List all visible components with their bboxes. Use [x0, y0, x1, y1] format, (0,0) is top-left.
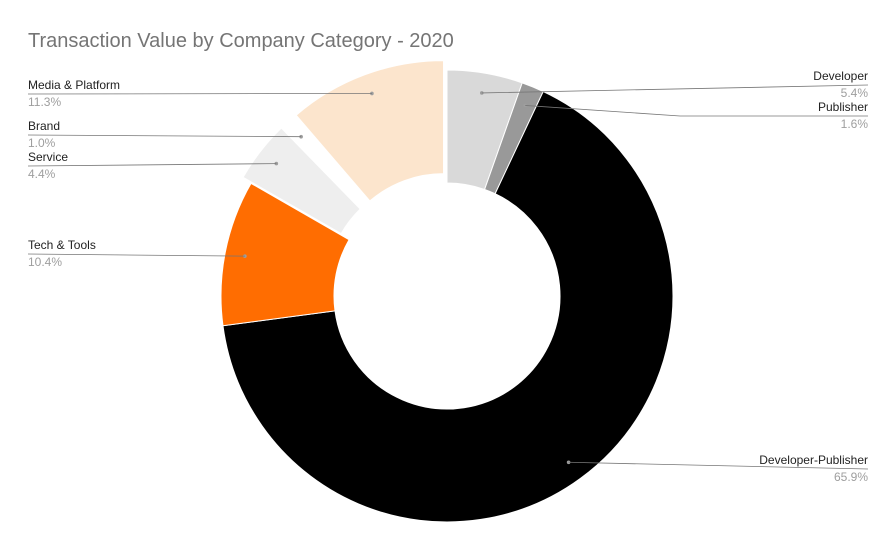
- label-value-brand: 1.0%: [28, 136, 56, 150]
- slice-tech-and-tools[interactable]: [220, 182, 350, 327]
- label-value-developer-publisher: 65.9%: [834, 470, 868, 484]
- label-name-tech-and-tools: Tech & Tools: [28, 238, 96, 252]
- label-value-publisher: 1.6%: [841, 117, 869, 131]
- leader-line-developer-publisher: [568, 461, 869, 470]
- label-value-tech-and-tools: 10.4%: [28, 255, 62, 269]
- leader-lines-group: [27, 84, 869, 470]
- label-value-service: 4.4%: [28, 167, 56, 181]
- label-name-developer-publisher: Developer-Publisher: [759, 453, 868, 467]
- label-name-service: Service: [28, 150, 68, 164]
- leader-line-developer: [481, 84, 869, 94]
- leader-dot-service: [274, 161, 279, 166]
- chart-title: Transaction Value by Company Category - …: [28, 30, 454, 52]
- label-name-media-and-platform: Media & Platform: [28, 78, 120, 92]
- leader-line-media-and-platform: [27, 93, 372, 95]
- slice-service[interactable]: [242, 127, 361, 235]
- slice-brand[interactable]: [281, 116, 368, 209]
- leader-line-publisher: [525, 105, 868, 117]
- leader-line-tech-and-tools: [27, 253, 245, 257]
- label-value-developer: 5.4%: [841, 86, 869, 100]
- leader-line-service: [27, 163, 277, 167]
- slice-media-and-platform[interactable]: [295, 60, 445, 202]
- leader-line-brand: [27, 134, 302, 138]
- labels-group: Developer 5.4%Publisher 1.6% Developer-Publ…: [28, 69, 868, 484]
- label-value-media-and-platform: 11.3%: [28, 95, 61, 109]
- slice-developer-publisher[interactable]: [222, 90, 674, 523]
- label-name-publisher: Publisher: [818, 100, 868, 114]
- label-name-brand: Brand: [28, 119, 60, 133]
- label-name-developer: Developer: [813, 69, 868, 83]
- leader-dot-media-and-platform: [370, 91, 374, 96]
- slices-group: [220, 60, 674, 523]
